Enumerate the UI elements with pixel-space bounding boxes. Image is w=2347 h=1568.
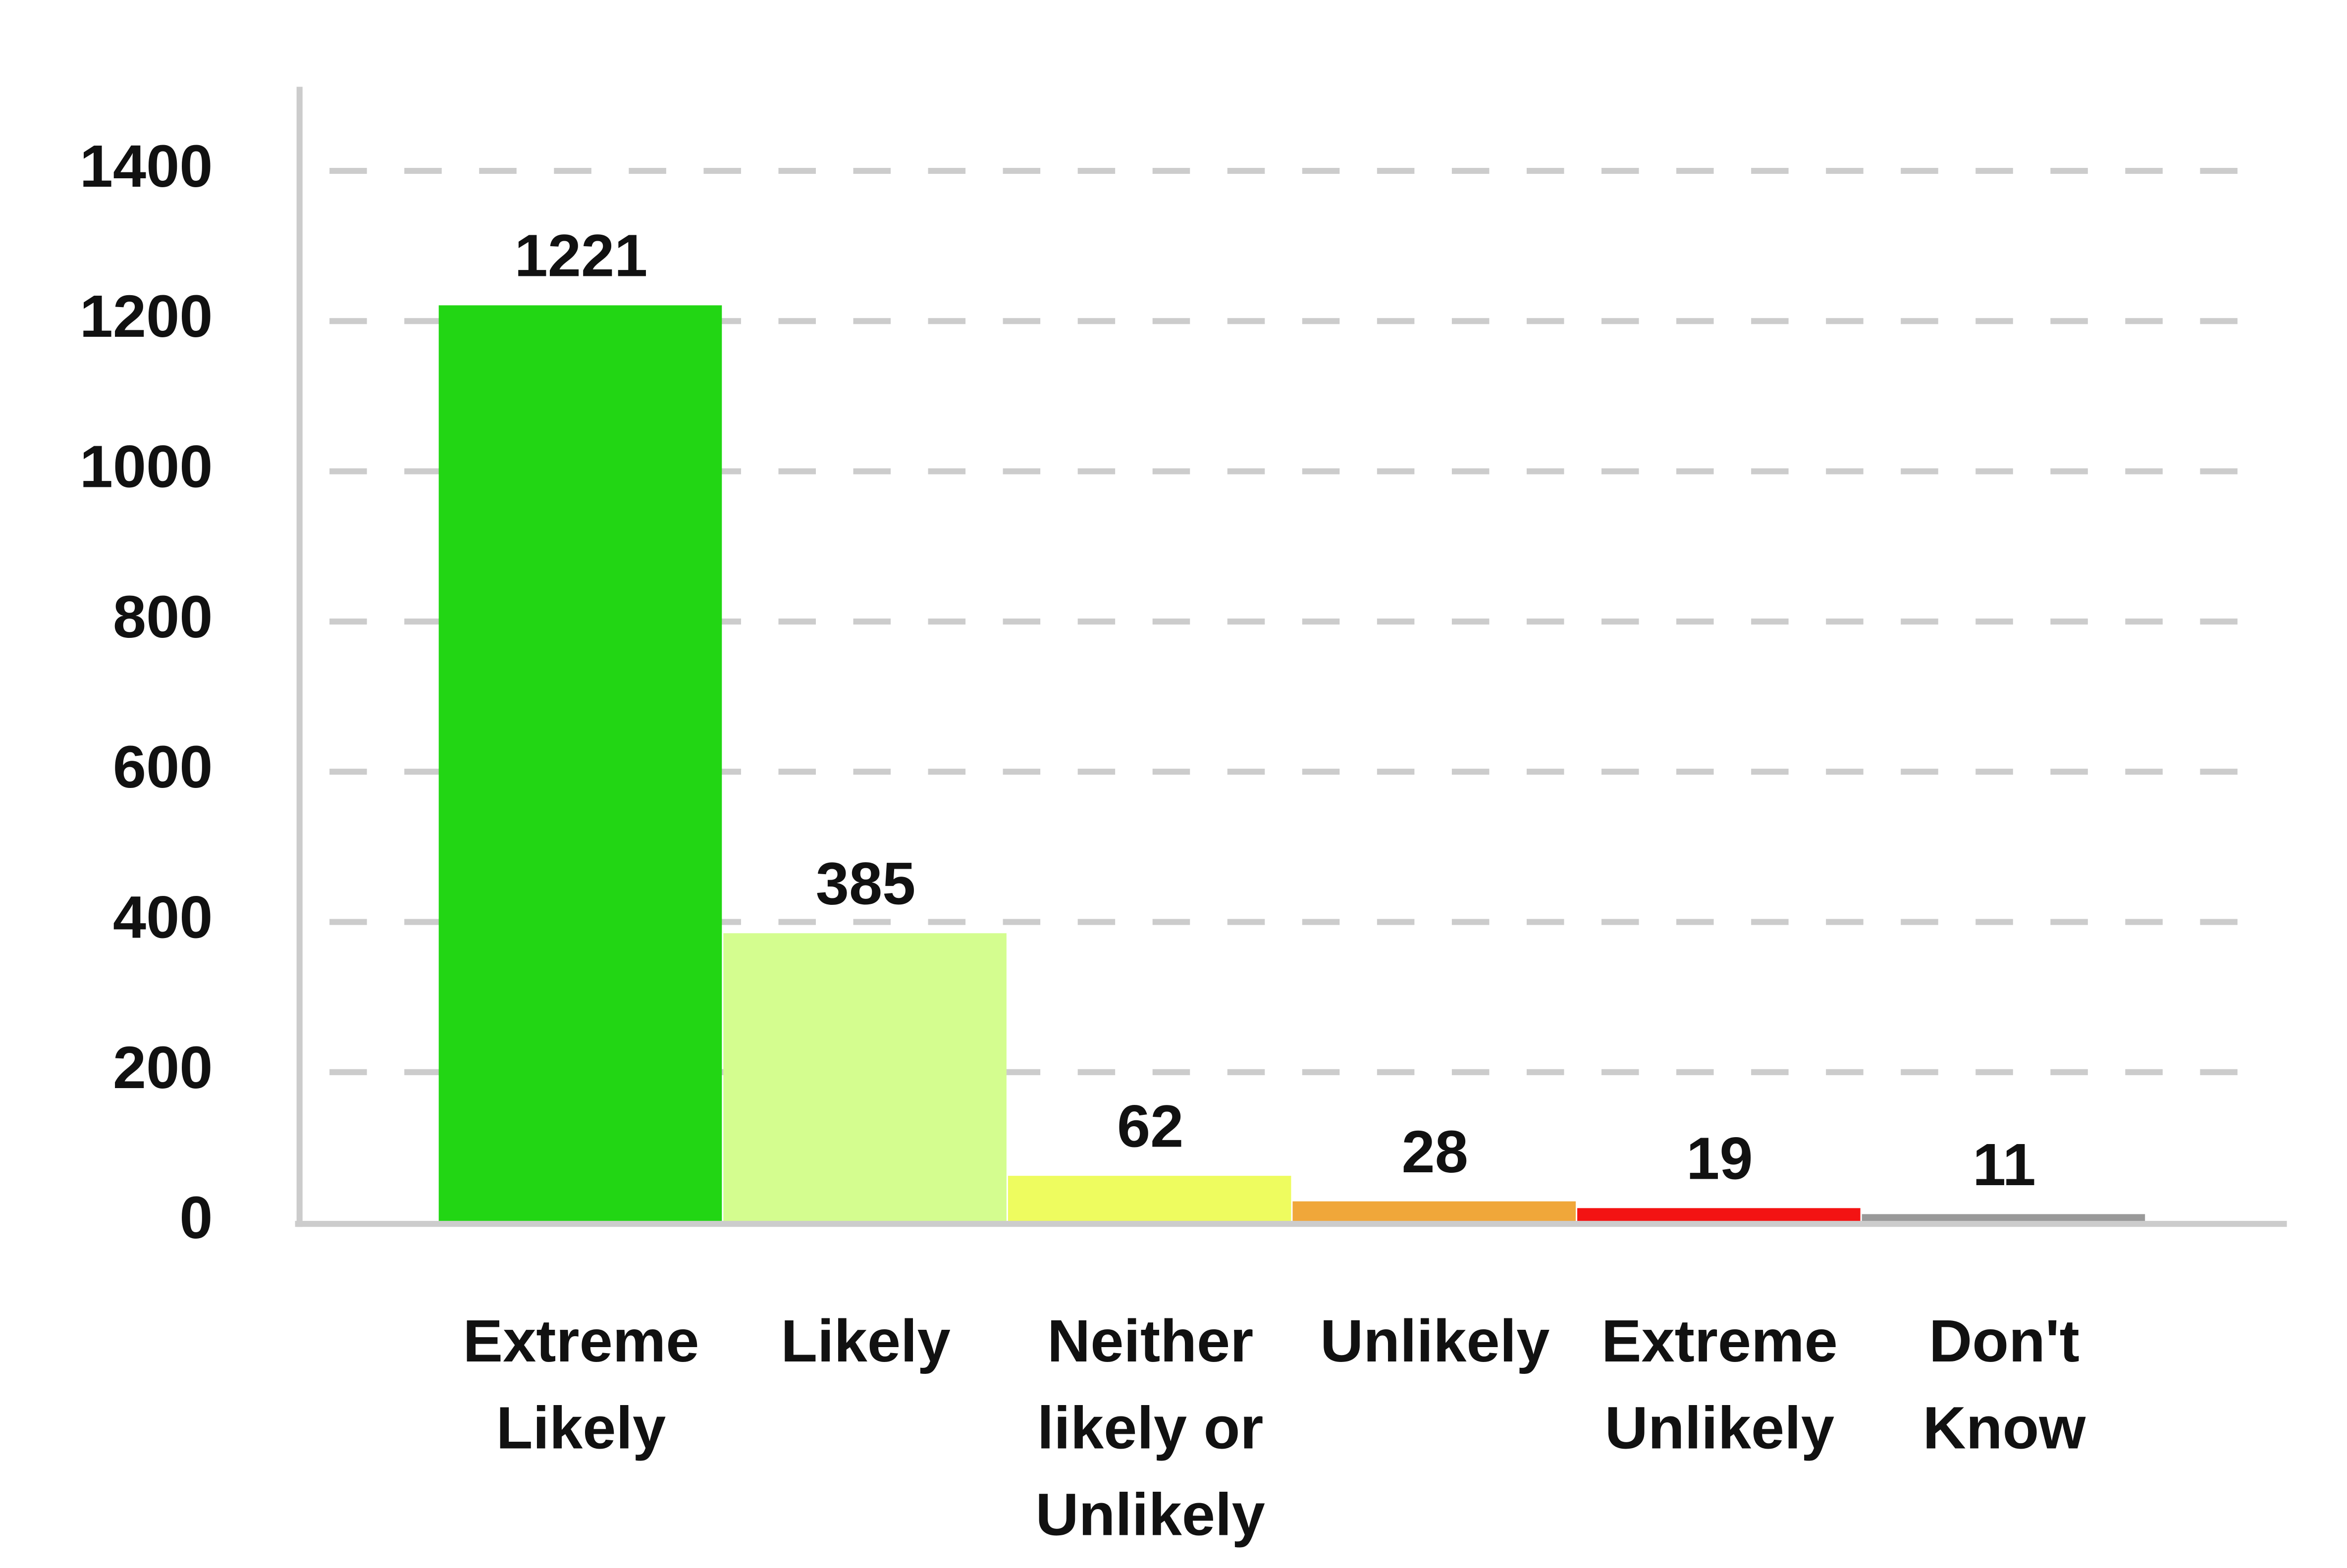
x-tick-label: Extreme Unlikely — [1601, 1309, 1838, 1462]
x-label-box: Extreme Unlikely — [1601, 1309, 1838, 1462]
y-tick-label: 800 — [113, 583, 213, 650]
x-tick-label: Neither likely or Unlikely — [1035, 1309, 1265, 1549]
x-tick-label: Unlikely — [1320, 1309, 1550, 1375]
bar — [1862, 1214, 2145, 1223]
y-tick-label: 1400 — [80, 133, 213, 200]
bar — [1008, 1176, 1291, 1223]
x-label-box: Don't Know — [1922, 1309, 2086, 1462]
x-tick-label: Don't Know — [1922, 1309, 2086, 1462]
y-tick-label: 200 — [113, 1034, 213, 1101]
value-label: 28 — [1402, 1118, 1468, 1185]
value-label: 385 — [816, 850, 916, 917]
bar — [438, 305, 722, 1223]
y-tick-label: 1000 — [80, 433, 213, 500]
value-label: 11 — [1973, 1131, 2036, 1198]
x-label-box: Extreme Likely — [463, 1309, 699, 1462]
value-label: 62 — [1117, 1093, 1183, 1159]
y-tick-label: 600 — [113, 733, 213, 800]
bar — [1577, 1208, 1861, 1223]
x-tick-label: Likely — [781, 1309, 951, 1375]
bar — [1292, 1201, 1576, 1223]
x-label-box: Likely — [781, 1309, 951, 1375]
x-label-box: Unlikely — [1320, 1309, 1550, 1375]
bar — [723, 933, 1007, 1223]
value-label: 1221 — [515, 222, 648, 289]
y-tick-label: 0 — [179, 1184, 213, 1251]
y-tick-label: 400 — [113, 884, 213, 950]
x-label-box: Neither likely or Unlikely — [1035, 1309, 1265, 1549]
value-label: 19 — [1686, 1125, 1753, 1192]
y-tick-label: 1200 — [80, 283, 213, 350]
x-tick-label: Extreme Likely — [463, 1309, 699, 1462]
